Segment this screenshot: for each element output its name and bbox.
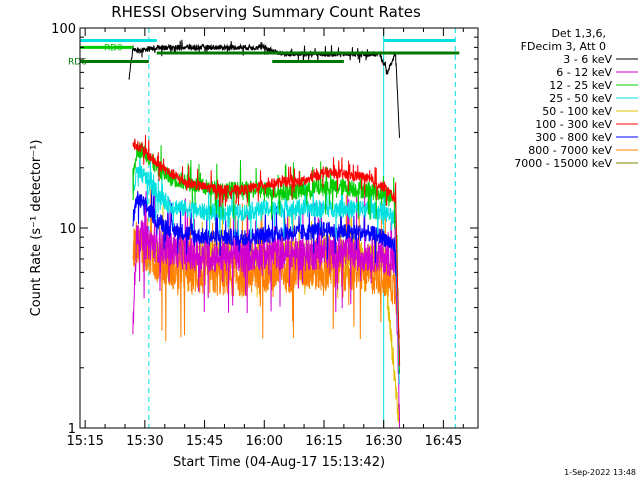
axes-layer: 15:15 15:30 15:45 16:00 16:15 16:30 16:45 1 10 10… bbox=[51, 22, 478, 449]
status-layer: RD0 RD6 bbox=[68, 43, 460, 67]
y-tick-label: 1 bbox=[68, 422, 76, 437]
legend-label: 3 - 6 keV bbox=[563, 53, 612, 66]
footer-timestamp: 1-Sep-2022 13:48 bbox=[564, 468, 636, 477]
x-tick-label: 16:45 bbox=[425, 434, 462, 449]
overlay-layer bbox=[80, 28, 456, 428]
y-axis-title: Count Rate (s⁻¹ detector⁻¹) bbox=[29, 140, 44, 317]
legend-label: 12 - 25 keV bbox=[549, 79, 612, 92]
legend-label: 800 - 7000 keV bbox=[528, 144, 612, 157]
top-status-bar bbox=[80, 39, 157, 42]
legend-label: 6 - 12 keV bbox=[556, 66, 612, 79]
legend-header: Det 1,3,6, bbox=[551, 27, 606, 40]
chart-title: RHESSI Observing Summary Count Rates bbox=[111, 3, 421, 21]
x-tick-label: 15:45 bbox=[186, 434, 223, 449]
status-bar-label: RD6 bbox=[68, 57, 87, 67]
series-line bbox=[128, 39, 400, 138]
y-tick-label: 100 bbox=[51, 22, 76, 37]
x-tick-label: 16:30 bbox=[365, 434, 402, 449]
x-tick-label: 15:30 bbox=[126, 434, 163, 449]
x-tick-label: 15:15 bbox=[66, 434, 103, 449]
legend-label: 25 - 50 keV bbox=[549, 92, 612, 105]
top-status-bar bbox=[383, 39, 456, 42]
legend-label: 7000 - 15000 keV bbox=[514, 157, 612, 170]
legend-label: 100 - 300 keV bbox=[535, 118, 612, 131]
legend-header: FDecim 3, Att 0 bbox=[521, 40, 606, 53]
status-bar-label: RD0 bbox=[104, 43, 123, 53]
y-tick-label: 10 bbox=[59, 222, 76, 237]
x-tick-label: 16:00 bbox=[246, 434, 283, 449]
legend-label: 300 - 800 keV bbox=[535, 131, 612, 144]
series-line bbox=[132, 141, 401, 374]
series-line bbox=[132, 148, 401, 385]
series-line bbox=[132, 134, 401, 366]
x-tick-label: 16:15 bbox=[305, 434, 342, 449]
series-layer bbox=[128, 39, 401, 428]
x-axis-title: Start Time (04-Aug-17 15:13:42) bbox=[173, 455, 385, 470]
series-line bbox=[132, 185, 401, 364]
legend-label: 50 - 100 keV bbox=[542, 105, 612, 118]
